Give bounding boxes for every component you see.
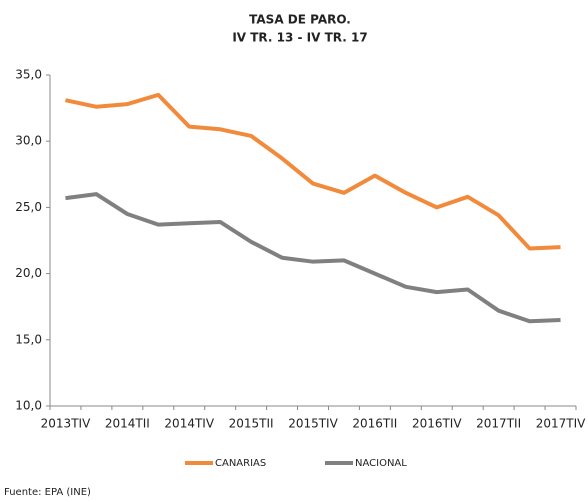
series-line <box>65 192 561 324</box>
x-tick-label: 2016TIV <box>412 417 462 431</box>
source-note: Fuente: EPA (INE) <box>4 487 91 498</box>
x-tick-label: 2017TII <box>476 417 521 431</box>
y-tick-label: 30,0 <box>15 134 42 148</box>
x-tick-label: 2015TII <box>229 417 274 431</box>
y-tick-label: 35,0 <box>15 68 42 82</box>
x-tick-label: 2013TIV <box>41 417 91 431</box>
y-tick-label: 20,0 <box>15 266 42 280</box>
series-line <box>65 92 561 251</box>
x-tick-label: 2016TII <box>352 417 397 431</box>
y-tick-label: 10,0 <box>15 399 42 413</box>
y-tick-label: 15,0 <box>15 332 42 346</box>
chart-subtitle: IV TR. 13 - IV TR. 17 <box>232 31 367 45</box>
y-tick-label: 25,0 <box>15 200 42 214</box>
x-tick-label: 2014TII <box>105 417 150 431</box>
chart-title: TASA DE PARO. <box>249 13 351 27</box>
x-tick-label: 2015TIV <box>288 417 338 431</box>
legend-label: CANARIAS <box>215 458 266 469</box>
x-tick-label: 2017TIV <box>536 417 586 431</box>
legend-label: NACIONAL <box>355 458 407 469</box>
x-tick-label: 2014TIV <box>164 417 214 431</box>
